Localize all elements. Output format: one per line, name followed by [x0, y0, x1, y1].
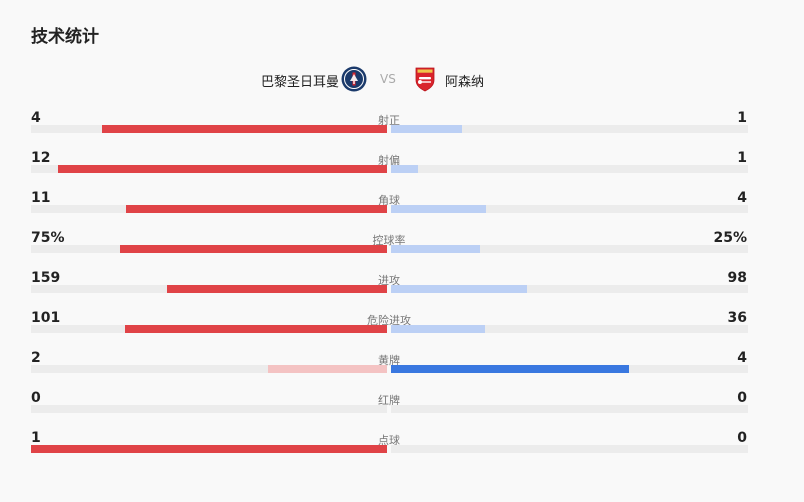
home-team-name[interactable]: 巴黎圣日耳曼	[260, 75, 339, 90]
stat-home-value: 1	[31, 430, 41, 446]
home-bar-track	[31, 285, 387, 293]
stat-home-value: 11	[31, 190, 51, 206]
stat-home-value: 12	[31, 150, 51, 166]
stat-row: 0 红牌 0	[0, 390, 804, 430]
stat-label: 角球	[378, 194, 400, 207]
away-team-name[interactable]: 阿森纳	[445, 75, 485, 90]
stat-row: 159 进攻 98	[0, 270, 804, 310]
home-bar-track	[31, 325, 387, 333]
home-bar-fill	[120, 245, 387, 253]
stat-label: 射正	[378, 114, 400, 127]
home-bar-track	[31, 125, 387, 133]
stat-home-value: 0	[31, 390, 41, 406]
away-bar-track	[391, 325, 748, 333]
arsenal-crest-icon[interactable]	[412, 66, 438, 92]
stat-away-value: 1	[737, 110, 747, 126]
home-bar-track	[31, 205, 387, 213]
stat-away-value: 4	[737, 350, 747, 366]
psg-crest-icon[interactable]	[341, 66, 367, 92]
away-bar-track	[391, 285, 748, 293]
stat-row: 75% 控球率 25%	[0, 230, 804, 270]
home-bar-track	[31, 445, 387, 453]
home-bar-fill	[58, 165, 387, 173]
home-bar-fill	[102, 125, 387, 133]
stat-away-value: 4	[737, 190, 747, 206]
home-bar-track	[31, 405, 387, 413]
away-bar-fill	[391, 365, 629, 373]
stat-away-value: 25%	[713, 230, 747, 246]
away-bar-track	[391, 405, 748, 413]
home-bar-fill	[268, 365, 387, 373]
vs-label: VS	[380, 72, 396, 86]
away-bar-track	[391, 125, 748, 133]
stat-row: 4 射正 1	[0, 110, 804, 150]
stat-row: 11 角球 4	[0, 190, 804, 230]
home-bar-track	[31, 245, 387, 253]
stat-away-value: 98	[727, 270, 747, 286]
stat-home-value: 75%	[31, 230, 65, 246]
home-bar-track	[31, 365, 387, 373]
away-bar-fill	[391, 245, 480, 253]
stat-row: 101 危险进攻 36	[0, 310, 804, 350]
home-bar-fill	[31, 445, 387, 453]
away-bar-fill	[391, 165, 418, 173]
stat-away-value: 1	[737, 150, 747, 166]
away-bar-fill	[391, 205, 486, 213]
away-bar-fill	[391, 125, 462, 133]
away-bar-fill	[391, 325, 485, 333]
stat-away-value: 36	[727, 310, 747, 326]
stat-row: 2 黄牌 4	[0, 350, 804, 390]
stat-row: 1 点球 0	[0, 430, 804, 470]
away-bar-track	[391, 245, 748, 253]
section-title: 技术统计	[31, 27, 99, 47]
stat-label: 点球	[378, 434, 400, 447]
teams-header: 巴黎圣日耳曼 VS 阿森纳	[0, 66, 804, 94]
stat-row: 12 射偏 1	[0, 150, 804, 190]
home-bar-fill	[167, 285, 387, 293]
away-bar-track	[391, 165, 748, 173]
stat-home-value: 4	[31, 110, 41, 126]
stat-home-value: 2	[31, 350, 41, 366]
stat-label: 危险进攻	[367, 314, 411, 327]
away-bar-fill	[391, 285, 527, 293]
stat-home-value: 101	[31, 310, 61, 326]
stat-label: 进攻	[378, 274, 400, 287]
stat-label: 控球率	[372, 234, 406, 247]
stat-label: 射偏	[378, 154, 400, 167]
home-bar-track	[31, 165, 387, 173]
stat-label: 红牌	[378, 394, 400, 407]
stat-away-value: 0	[737, 390, 747, 406]
away-bar-track	[391, 365, 748, 373]
home-bar-fill	[126, 205, 387, 213]
stat-home-value: 159	[31, 270, 61, 286]
home-bar-fill	[125, 325, 387, 333]
stat-away-value: 0	[737, 430, 747, 446]
away-bar-track	[391, 205, 748, 213]
away-bar-track	[391, 445, 748, 453]
stat-label: 黄牌	[378, 354, 400, 367]
